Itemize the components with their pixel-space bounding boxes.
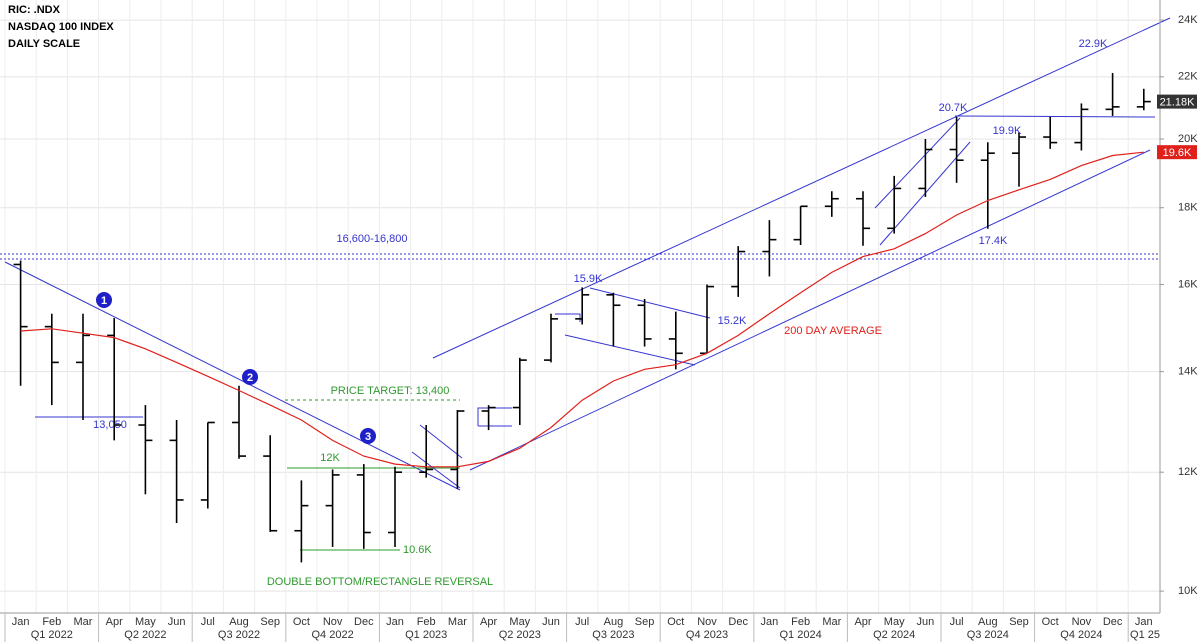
moving-average — [20, 151, 1144, 468]
marker-circle — [360, 428, 376, 444]
wedge-upper — [874, 117, 961, 209]
marker-circle — [96, 292, 112, 308]
y-tick-label: 14K — [1178, 366, 1198, 378]
x-tick-label: Jun — [168, 616, 186, 628]
channel-upper — [432, 17, 1171, 359]
drawings — [0, 17, 1171, 551]
x-tick-label: Jun — [917, 616, 935, 628]
downtrend-line — [4, 261, 461, 491]
flag-lower — [411, 451, 461, 489]
x-tick-label: Sep — [635, 616, 655, 628]
last-value-box — [1157, 94, 1197, 109]
x-tick-label: Oct — [667, 616, 684, 628]
marker-circle — [242, 369, 258, 385]
x-tick-label: Jun — [542, 616, 560, 628]
annotation: 15.2K — [718, 315, 747, 327]
x-tick-label: Feb — [417, 616, 436, 628]
annotation: 22.9K — [1079, 38, 1108, 50]
x-tick-label: Mar — [822, 616, 841, 628]
quarter-label: Q4 2024 — [1060, 629, 1102, 641]
annotation: 20.7K — [939, 102, 968, 114]
x-tick-label: Apr — [480, 616, 497, 628]
x-tick-label: Dec — [728, 616, 748, 628]
x-tick-label: Aug — [978, 616, 998, 628]
x-tick-label: Apr — [854, 616, 871, 628]
x-tick-label: Jan — [386, 616, 404, 628]
last-value-box — [1157, 145, 1197, 160]
quarter-label: Q1 2022 — [31, 629, 73, 641]
last-value-label: 19.6K — [1163, 147, 1192, 159]
y-tick-label: 12K — [1178, 466, 1198, 478]
plot — [13, 72, 1151, 563]
quarter-label: Q4 2023 — [686, 629, 728, 641]
small-box — [555, 313, 581, 322]
channel-lower — [469, 149, 1151, 471]
x-tick-label: Oct — [1042, 616, 1059, 628]
flag-2023-lower — [564, 334, 696, 366]
y-tick-label: 22K — [1178, 71, 1198, 83]
y-tick-label: 18K — [1178, 202, 1198, 214]
annotation: 15.9K — [574, 273, 603, 285]
x-tick-label: Oct — [293, 616, 310, 628]
ma-label: 200 DAY AVERAGE — [784, 325, 882, 337]
box-top — [477, 407, 512, 426]
y-tick-label: 24K — [1178, 14, 1198, 26]
x-tick-label: Aug — [604, 616, 624, 628]
x-tick-label: Jul — [950, 616, 964, 628]
annotation: 10.6K — [403, 544, 432, 556]
x-tick-label: Apr — [106, 616, 123, 628]
annotation: 19.9K — [993, 125, 1022, 137]
grid — [0, 0, 1160, 613]
scale: DAILY SCALE — [8, 38, 80, 50]
x-tick-label: Sep — [1009, 616, 1029, 628]
breakout-level — [954, 115, 1156, 118]
annotation: PRICE TARGET: 13,400 — [331, 385, 450, 397]
x-tick-label: Jan — [761, 616, 779, 628]
quarter-label: Q2 2022 — [124, 629, 166, 641]
quarter-label: Q1 25 — [1130, 629, 1160, 641]
annotation: DOUBLE BOTTOM/RECTANGLE REVERSAL — [267, 576, 493, 588]
quarter-label: Q2 2024 — [873, 629, 915, 641]
x-tick-label: Jan — [1135, 616, 1153, 628]
x-tick-label: Sep — [260, 616, 280, 628]
x-tick-label: Nov — [1072, 616, 1092, 628]
ric: RIC: .NDX — [8, 4, 61, 16]
annotation: 17.4K — [979, 235, 1008, 247]
index-name: NASDAQ 100 INDEX — [8, 21, 114, 33]
x-tick-label: May — [884, 616, 905, 628]
flag-2023-upper — [589, 287, 711, 319]
annotation: 16,600-16,800 — [337, 233, 408, 245]
x-tick-label: Aug — [229, 616, 249, 628]
x-tick-label: Feb — [791, 616, 810, 628]
x-tick-label: Jul — [201, 616, 215, 628]
quarter-label: Q3 2023 — [592, 629, 634, 641]
quarter-label: Q4 2022 — [311, 629, 353, 641]
marker-number: 2 — [247, 372, 253, 384]
quarter-label: Q2 2023 — [499, 629, 541, 641]
x-tick-label: Nov — [697, 616, 717, 628]
quarter-label: Q3 2024 — [967, 629, 1009, 641]
x-tick-label: Jul — [575, 616, 589, 628]
marker-number: 3 — [365, 431, 371, 443]
last-value-label: 21.18K — [1160, 97, 1196, 109]
x-tick-label: Mar — [74, 616, 93, 628]
x-tick-label: May — [135, 616, 156, 628]
y-tick-label: 10K — [1178, 585, 1198, 597]
quarter-label: Q1 2024 — [779, 629, 821, 641]
y-tick-label: 16K — [1178, 278, 1198, 290]
x-tick-label: Mar — [448, 616, 467, 628]
x-tick-label: Dec — [1103, 616, 1123, 628]
annotation: 12K — [320, 452, 340, 464]
x-tick-label: Dec — [354, 616, 374, 628]
marker-number: 1 — [101, 295, 107, 307]
x-tick-label: Nov — [323, 616, 343, 628]
y-tick-label: 20K — [1178, 133, 1198, 145]
annotation: 13,050 — [93, 419, 127, 431]
quarter-label: Q3 2022 — [218, 629, 260, 641]
x-tick-label: May — [509, 616, 530, 628]
x-tick-label: Jan — [12, 616, 30, 628]
x-tick-label: Feb — [42, 616, 61, 628]
quarter-label: Q1 2023 — [405, 629, 447, 641]
